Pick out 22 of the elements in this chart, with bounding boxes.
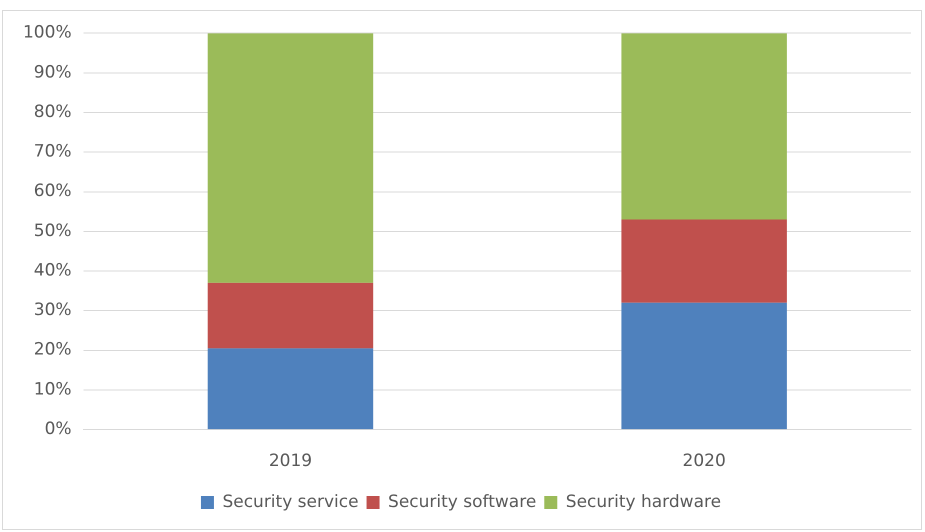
y-tick-label: 100%: [22, 22, 72, 43]
y-tick-label: 0%: [44, 419, 72, 440]
bar: [208, 348, 374, 430]
y-tick-label: 60%: [34, 181, 72, 202]
y-tick-label: 30%: [34, 300, 72, 320]
bar: [208, 33, 374, 283]
y-tick-label: 90%: [34, 62, 72, 82]
bar: [621, 302, 787, 430]
y-tick-label: 70%: [34, 142, 72, 162]
bar: [621, 33, 787, 220]
y-tick-label: 10%: [34, 379, 72, 400]
y-tick-label: 50%: [34, 220, 72, 241]
x-tick-label: 2020: [682, 451, 726, 472]
x-tick-label: 2019: [268, 451, 312, 472]
y-tick-label: 20%: [34, 340, 72, 360]
bar: [208, 282, 374, 348]
legend-label: Security service: [222, 492, 359, 512]
legend-label: Security hardware: [566, 492, 722, 512]
y-tick-label: 80%: [34, 102, 72, 122]
y-tick-label: 40%: [34, 260, 72, 280]
legend-label: Security software: [388, 492, 536, 512]
bar: [621, 220, 787, 303]
